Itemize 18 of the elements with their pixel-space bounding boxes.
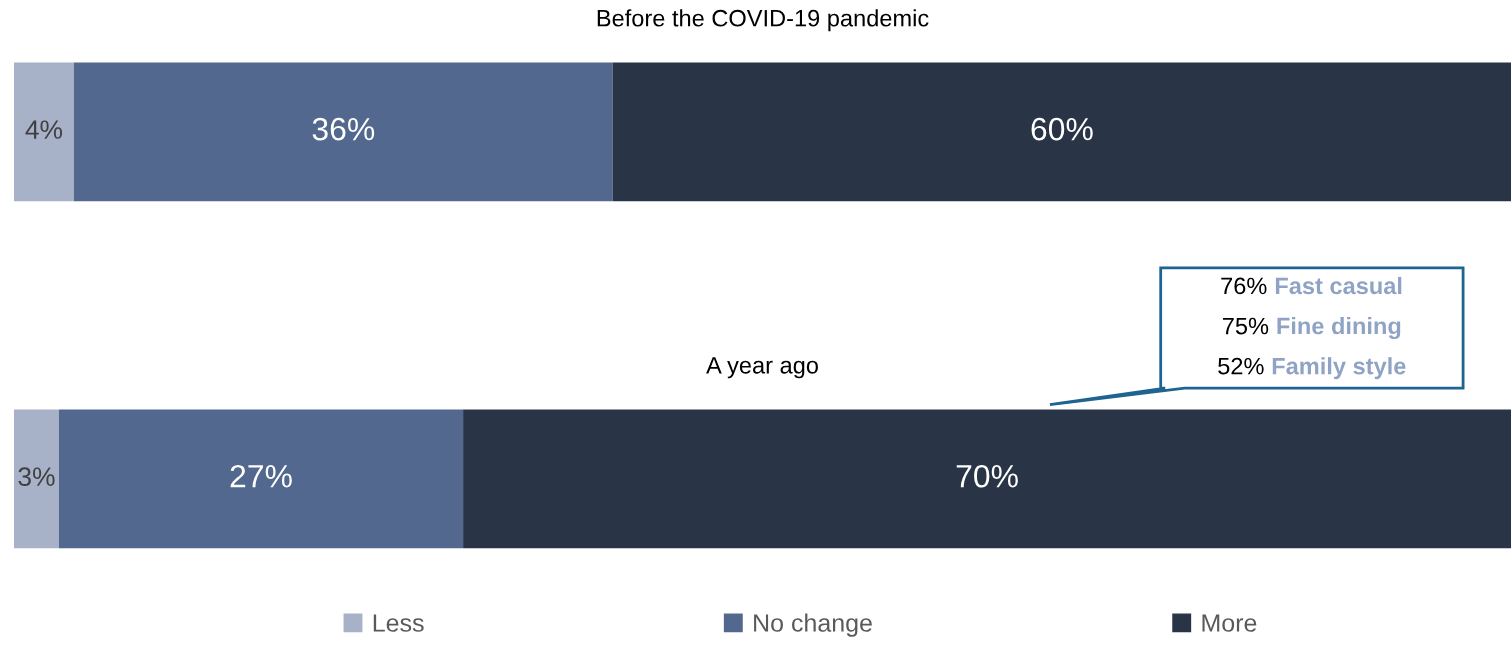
legend-label: Less [373, 614, 424, 632]
legend-label: More [1202, 614, 1257, 632]
bar [14, 62, 74, 202]
bar [463, 409, 1511, 549]
data-label: 70% [956, 464, 1018, 488]
legend-label: No change [754, 613, 872, 637]
bar [73, 62, 613, 202]
y-tick-label: A year ago [706, 357, 818, 379]
bar [58, 409, 464, 549]
y-tick-label: Before the COVID-19 pandemic [597, 9, 929, 32]
data-label: 36% [312, 117, 375, 141]
data-label: 4% [25, 120, 63, 139]
data-label: 60% [1031, 117, 1093, 141]
bar [14, 409, 59, 549]
annotation: 76% Fast casual 75% Fine dining 52% Family style [1218, 276, 1406, 380]
data-label: 3% [18, 467, 55, 487]
bar [612, 62, 1511, 202]
data-label: 27% [230, 464, 292, 488]
